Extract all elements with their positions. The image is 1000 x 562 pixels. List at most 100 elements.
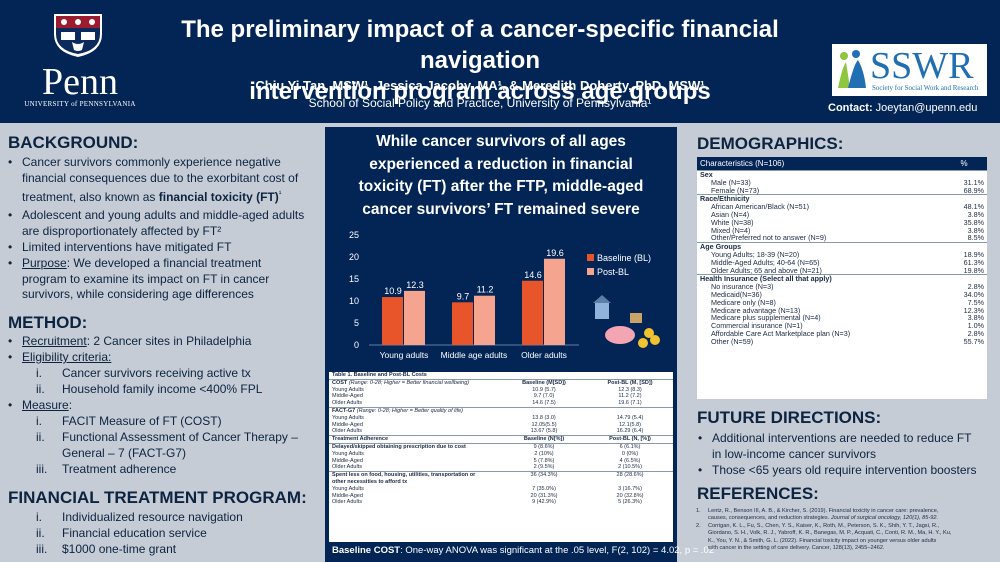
demo-pct bbox=[941, 194, 987, 204]
measure-colon: : bbox=[68, 398, 73, 412]
x-category-label: Older adults bbox=[521, 350, 567, 360]
demo-label: Other (N=59) bbox=[711, 336, 754, 346]
p3-text: $1000 one-time grant bbox=[62, 542, 177, 556]
future-bullet-2: • Those <65 years old require interventi… bbox=[698, 463, 992, 479]
spent-label-1: Spent less on food, housing, utilities, … bbox=[329, 471, 501, 479]
title-line-2: intervention program across age groups bbox=[249, 78, 711, 105]
recruitment-label: Recruitment bbox=[22, 334, 87, 348]
anova-text: : One-way ANOVA was significant at the .… bbox=[400, 545, 715, 556]
bg-b2-line2: are disproportionately affected by FT² bbox=[22, 223, 222, 238]
m3-num: iii. bbox=[36, 462, 48, 476]
col-post: Post-BL (M, [SD]) bbox=[587, 378, 673, 387]
ref1-text: causes, consequences, and reduction stra… bbox=[708, 515, 830, 522]
sswr-subtitle: Society for Social Work and Research bbox=[872, 84, 979, 92]
demo-pct: 1.0% bbox=[967, 321, 984, 331]
demo-item-row: Medicare advantage (N=13) 12.3% bbox=[697, 305, 987, 315]
penn-subtitle: UNIVERSITY of PENNSYLVANIA bbox=[24, 100, 136, 108]
bar bbox=[404, 290, 425, 345]
demo-pct: 61.3% bbox=[963, 257, 984, 267]
sswr-wordmark: SSWR bbox=[870, 45, 974, 87]
demo-label: Medicare only (N=8) bbox=[711, 297, 776, 307]
m1-num: i. bbox=[36, 414, 42, 428]
demo-label: Female (N=73) bbox=[711, 185, 760, 195]
demo-pct: 19.8% bbox=[963, 265, 984, 275]
demo-pct: 2.8% bbox=[967, 282, 984, 292]
poster-header: Penn UNIVERSITY of PENNSYLVANIA The prel… bbox=[0, 0, 1000, 123]
bar bbox=[522, 280, 543, 345]
eligibility-label: Eligibility criteria: bbox=[22, 350, 112, 364]
legend-label: Post-BL bbox=[597, 267, 629, 277]
demo-label: No insurance (N=3) bbox=[711, 282, 774, 292]
demo-pct: 18.9% bbox=[963, 249, 984, 259]
demo-label: Other/Preferred not to answer (N=9) bbox=[711, 233, 827, 243]
demo-item-row: Young Adults; 18-39 (N=20) 18.9% bbox=[697, 251, 987, 259]
ref2-line4: with cancer in the setting of care deliv… bbox=[708, 545, 885, 552]
bar-data-label: 19.6 bbox=[546, 248, 564, 258]
ref2-line3: K., You, Y. N., & Smith, G. L. (2022). F… bbox=[708, 537, 937, 544]
ft-bar-chart: 0 5 10 15 20 25 10.9 12.3 Young adults 9.7 11.2 Mid… bbox=[349, 230, 660, 360]
legend-swatch bbox=[587, 254, 594, 261]
demo-label: Health Insurance (Select all that apply) bbox=[697, 274, 941, 284]
method-recruitment: • Recruitment: 2 Cancer sites in Philade… bbox=[8, 334, 252, 348]
m1-text: FACIT Measure of FT (COST) bbox=[62, 414, 222, 428]
affiliation: School of Social Policy and Practice, Un… bbox=[308, 96, 652, 110]
legend-label: Baseline (BL) bbox=[597, 253, 651, 263]
penn-wordmark: Penn bbox=[42, 61, 118, 103]
title-line-1: The preliminary impact of a cancer-speci… bbox=[181, 16, 779, 74]
bar bbox=[474, 295, 495, 345]
demo-label: Affordable Care Act Marketplace plan (N=… bbox=[711, 328, 851, 338]
background-bullet-2: • Adolescent and young adults and middle… bbox=[8, 208, 318, 239]
elig2-text: Household family income <400% FPL bbox=[62, 382, 263, 396]
future-b1-line1: Additional interventions are needed to r… bbox=[712, 431, 972, 445]
future-b1-line2: in low-income cancer survivors bbox=[712, 446, 877, 461]
demo-pct: 31.1% bbox=[963, 177, 984, 187]
demo-group-row: Race/Ethnicity bbox=[697, 194, 987, 204]
demo-label: Older Adults; 65 and above (N=21) bbox=[711, 265, 822, 275]
p2-num: ii. bbox=[36, 526, 45, 540]
contact-email[interactable]: Joeytan@upenn.edu bbox=[875, 102, 978, 114]
demo-label: African American/Black (N=51) bbox=[711, 202, 810, 212]
legend-swatch bbox=[587, 268, 594, 275]
bg-b1-sup: ¹ bbox=[278, 189, 282, 199]
demo-group-row: Health Insurance (Select all that apply) bbox=[697, 274, 987, 284]
p3-num: iii. bbox=[36, 542, 48, 556]
headline-line-1: While cancer survivors of all ages bbox=[376, 133, 626, 150]
bar bbox=[452, 302, 473, 345]
x-category-label: Young adults bbox=[380, 350, 429, 360]
demo-item-row: Affordable Care Act Marketplace plan (N=… bbox=[697, 330, 987, 338]
fact-row-2: Older Adults 13.67 (5.8) 16.29 (6.4) bbox=[332, 428, 644, 435]
spent-row-1: Middle-Aged 20 (31.3%) 20 (32.8%) bbox=[332, 492, 644, 499]
demo-label: Age Groups bbox=[697, 242, 941, 251]
future-heading: FUTURE DIRECTIONS: bbox=[697, 408, 882, 427]
demo-item-row: White (N=38) 35.8% bbox=[697, 218, 987, 227]
method-heading: METHOD: bbox=[8, 313, 88, 332]
demo-pct: 3.8% bbox=[967, 209, 984, 219]
demo-pct: 3.8% bbox=[967, 225, 984, 235]
demo-group-row: Sex bbox=[697, 169, 987, 179]
reference-1: 1. Lentz, R., Benson III, A. B., & Kirch… bbox=[696, 508, 992, 523]
bg-b4-line1: Purpose: We developed a financial treatm… bbox=[22, 256, 318, 272]
demo-label: Asian (N=4) bbox=[711, 209, 750, 219]
demo-item-row: Other/Preferred not to answer (N=9) 8.5% bbox=[697, 234, 987, 242]
demo-label: Medicare plus supplemental (N=4) bbox=[711, 313, 821, 323]
headline-line-3: toxicity (FT) after the FTP, middle-aged bbox=[358, 178, 644, 195]
demo-pct: 68.9% bbox=[963, 185, 984, 195]
demo-group-row: Age Groups bbox=[697, 242, 987, 251]
p2-text: Financial education service bbox=[62, 526, 207, 540]
future-bullet-1: • Additional interventions are needed to… bbox=[698, 431, 992, 462]
headline-line-2: experienced a reduction in financial bbox=[369, 155, 633, 173]
fact-row-1: Middle-Aged 12.05(5.5) 12.1(5.8) bbox=[332, 421, 641, 428]
demo-item-row: Medicaid(N=36) 34.0% bbox=[697, 291, 987, 299]
demo-item-row: Middle-Aged Adults; 40-64 (N=65) 61.3% bbox=[697, 257, 987, 267]
poster-title: The preliminary impact of a cancer-speci… bbox=[130, 14, 830, 107]
demographics-heading: DEMOGRAPHICS: bbox=[697, 134, 844, 153]
contact-label: Contact: bbox=[828, 102, 873, 114]
adh-col-bl: Baseline (N[%]) bbox=[501, 435, 587, 444]
m2-num: ii. bbox=[36, 430, 45, 444]
demo-label: Medicare advantage (N=13) bbox=[711, 305, 801, 315]
delay-row-2: Older Adults 2 (9.5%) 2 (10.5%) bbox=[332, 464, 642, 471]
elig1-num: i. bbox=[36, 366, 42, 380]
elig2-num: ii. bbox=[36, 382, 45, 396]
ref1-journal: Journal of surgical oncology, 120(1), 85… bbox=[830, 515, 939, 522]
spent-bl: 36 (34.3%) bbox=[501, 471, 587, 479]
